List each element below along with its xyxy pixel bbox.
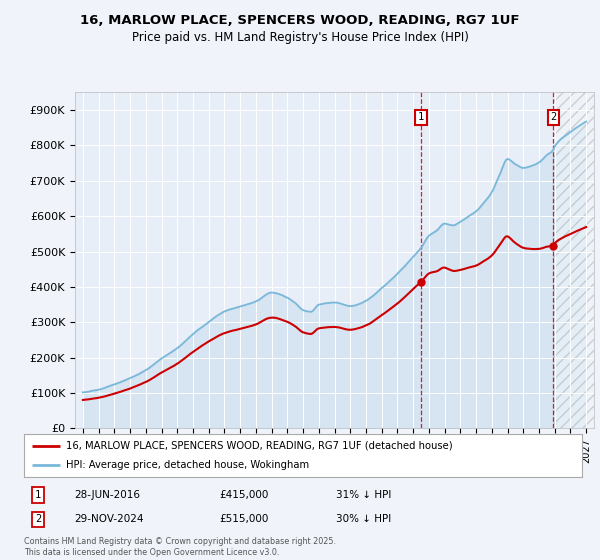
Text: £415,000: £415,000 (220, 490, 269, 500)
Text: 28-JUN-2016: 28-JUN-2016 (74, 490, 140, 500)
Bar (553, 92, 594, 428)
Text: 31% ↓ HPI: 31% ↓ HPI (337, 490, 392, 500)
Text: 1: 1 (35, 490, 41, 500)
Text: £515,000: £515,000 (220, 515, 269, 524)
Text: Price paid vs. HM Land Registry's House Price Index (HPI): Price paid vs. HM Land Registry's House … (131, 31, 469, 44)
Text: 2: 2 (35, 515, 41, 524)
Bar (553, 92, 594, 428)
Text: 29-NOV-2024: 29-NOV-2024 (74, 515, 144, 524)
Text: Contains HM Land Registry data © Crown copyright and database right 2025.
This d: Contains HM Land Registry data © Crown c… (24, 538, 336, 557)
Text: 2: 2 (550, 112, 556, 122)
Text: 16, MARLOW PLACE, SPENCERS WOOD, READING, RG7 1UF: 16, MARLOW PLACE, SPENCERS WOOD, READING… (80, 14, 520, 27)
Text: 1: 1 (418, 112, 424, 122)
Text: 30% ↓ HPI: 30% ↓ HPI (337, 515, 392, 524)
Text: HPI: Average price, detached house, Wokingham: HPI: Average price, detached house, Woki… (66, 460, 309, 470)
Text: 16, MARLOW PLACE, SPENCERS WOOD, READING, RG7 1UF (detached house): 16, MARLOW PLACE, SPENCERS WOOD, READING… (66, 441, 452, 451)
